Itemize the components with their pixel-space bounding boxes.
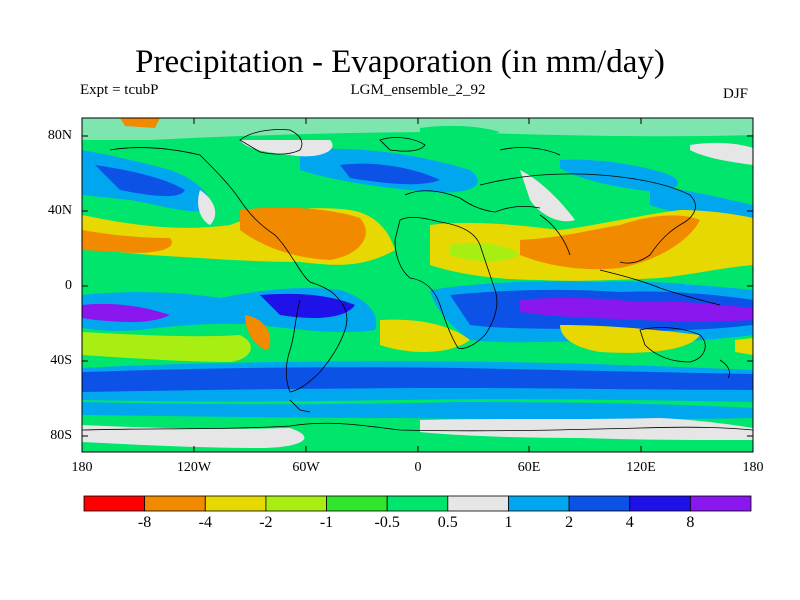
colorbar-swatch	[447, 495, 509, 512]
lon-label: 60E	[517, 460, 541, 475]
continent-outlines	[82, 129, 753, 432]
lat-label: 0	[65, 278, 72, 293]
colorbar-label: -4	[198, 514, 212, 531]
ensemble-label: LGM_ensemble_2_92	[350, 82, 486, 98]
colorbar-label: -2	[259, 514, 273, 531]
colorbar-swatch	[629, 495, 691, 512]
colorbar-swatch	[568, 495, 631, 512]
colorbar-swatch	[508, 495, 570, 512]
lat-label: 40N	[47, 203, 72, 218]
colorbar-label: -8	[137, 514, 152, 531]
colorbar-swatch	[326, 495, 388, 512]
colorbar-swatch	[386, 495, 449, 512]
pe-field	[82, 118, 753, 452]
colorbar-label: 0.5	[437, 514, 458, 531]
lon-label: 0	[414, 460, 422, 475]
colorbar	[83, 495, 752, 512]
colorbar-label: 2	[565, 514, 574, 531]
lon-label: 60W	[292, 460, 320, 475]
colorbar-swatch	[144, 495, 206, 512]
colorbar-label: 8	[686, 514, 695, 531]
lat-label: 40S	[50, 353, 72, 368]
colorbar-label: -0.5	[374, 514, 400, 531]
colorbar-swatch	[83, 495, 146, 512]
axis-ticks	[82, 118, 753, 452]
colorbar-swatch	[204, 495, 267, 512]
lat-label: 80N	[47, 128, 72, 143]
lon-label: 120E	[626, 460, 656, 475]
colorbar-label: 4	[625, 514, 634, 531]
lon-label: 120W	[176, 460, 212, 475]
lat-label: 80S	[50, 428, 72, 443]
colorbar-label: 1	[504, 514, 513, 531]
colorbar-swatch	[689, 495, 752, 512]
colorbar-swatch	[265, 495, 327, 512]
season-label: DJF	[723, 86, 749, 102]
colorbar-label: -1	[319, 514, 334, 531]
plot-title: Precipitation - Evaporation (in mm/day)	[135, 44, 665, 80]
lon-label: 180	[71, 460, 93, 475]
lon-label: 180	[742, 460, 764, 475]
experiment-label: Expt = tcubP	[80, 82, 159, 98]
